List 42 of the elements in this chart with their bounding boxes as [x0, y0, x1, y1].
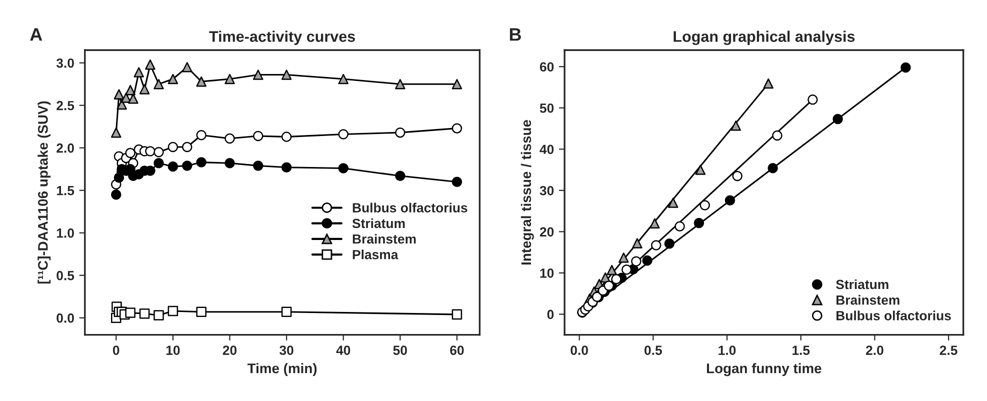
x-tick-label: 0 [112, 346, 120, 355]
legend-label: Striatum [352, 218, 405, 228]
y-tick-label: 50 [540, 103, 554, 113]
x-axis-title: Logan funny time [707, 363, 822, 376]
y-tick-label: 3.0 [56, 58, 74, 68]
y-tick-label: 10 [540, 268, 554, 278]
y-axis-title: Integral tissue / tissue [520, 120, 534, 264]
x-tick-label: 0.0 [570, 346, 588, 355]
legend-label: Brainstem [836, 295, 900, 305]
y-tick-label: 60 [540, 62, 554, 72]
text: A [30, 28, 42, 41]
legend-label: Striatum [836, 279, 888, 290]
y-tick-label: 0.5 [56, 270, 74, 280]
y-tick-label: 1.5 [56, 186, 74, 196]
x-tick-label: 50 [393, 346, 407, 355]
y-tick-label: 30 [540, 186, 554, 196]
x-tick-label: 2.5 [940, 346, 958, 355]
y-axis-title: [¹¹C]-DAA1106 uptake (SUV) [38, 101, 51, 284]
x-tick-label: 40 [336, 346, 350, 355]
y-tick-label: 0 [547, 310, 554, 320]
x-tick-label: 10 [166, 346, 180, 355]
legend-label: Plasma [352, 250, 398, 260]
x-tick-label: 1.5 [792, 346, 810, 355]
text: B [510, 28, 521, 41]
y-tick-label: 2.0 [56, 143, 74, 153]
x-tick-label: 60 [450, 346, 464, 355]
x-tick-label: 2.0 [866, 346, 884, 355]
y-tick-label: 1.0 [56, 228, 74, 238]
x-tick-label: 1.0 [718, 346, 736, 355]
x-tick-label: 0.5 [644, 346, 662, 355]
legend-label: Bulbus olfactorius [352, 202, 468, 212]
legend-label: Bulbus olfactorius [836, 310, 951, 320]
y-tick-label: 20 [540, 227, 554, 237]
y-tick-label: 0.0 [56, 313, 74, 323]
chart-title: Time-activity curves [209, 30, 355, 45]
y-tick-label: 2.5 [56, 100, 74, 110]
legend-label: Brainstem [352, 234, 416, 244]
y-tick-label: 40 [540, 144, 554, 154]
x-axis-title: Time (min) [247, 363, 317, 376]
x-tick-label: 30 [280, 346, 294, 355]
chart-title: Logan graphical analysis [674, 30, 855, 46]
x-tick-label: 20 [222, 346, 237, 355]
